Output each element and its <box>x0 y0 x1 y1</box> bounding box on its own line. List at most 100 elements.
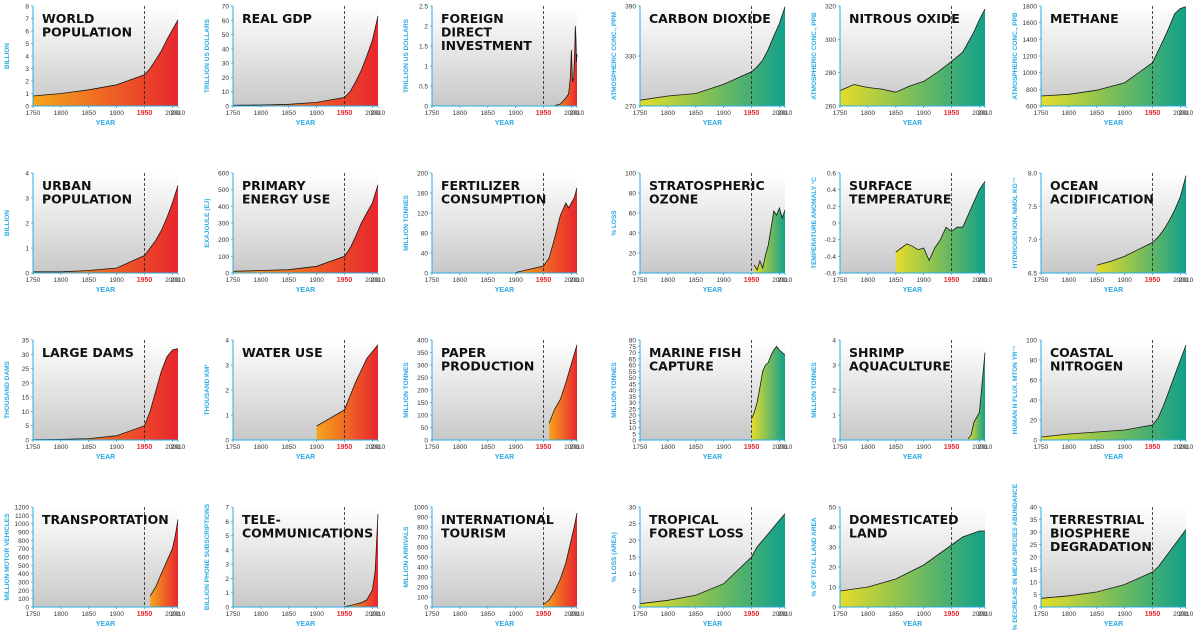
x-tick-label: 1850 <box>689 444 704 451</box>
x-tick-label-1950: 1950 <box>744 444 760 451</box>
series-area <box>316 344 378 440</box>
x-tick-label: 1900 <box>508 277 523 284</box>
y-tick-label: 20 <box>22 380 30 387</box>
x-tick-label-1950: 1950 <box>536 444 552 451</box>
chart-title-line: TELE- <box>242 512 281 527</box>
chart-title-line: NITROUS OXIDE <box>849 11 960 26</box>
chart-title: NITROUS OXIDE <box>849 11 960 26</box>
x-tick-label: 1800 <box>1062 110 1077 117</box>
y-tick-label: 0 <box>424 438 428 445</box>
x-tick-label: 1750 <box>833 110 848 117</box>
series-line <box>895 181 986 262</box>
y-tick-label: 280 <box>825 70 836 77</box>
x-tick-label: 2000 <box>1173 444 1188 451</box>
x-tick-label: 2010 <box>778 110 793 117</box>
x-tick-label: 1850 <box>481 611 496 618</box>
chart-title: PRIMARY ENERGY USE <box>242 178 330 207</box>
chart-panel-12: 6.5 7.0 7.5 8.0 1750 1800 1850 1900 1950 20002010… <box>1012 171 1194 295</box>
chart-title-line: STRATOSPHERIC <box>649 178 765 193</box>
y-tick-label: 4 <box>225 338 229 345</box>
x-tick-label: 2010 <box>1179 444 1194 451</box>
x-tick-label: 1850 <box>1090 611 1105 618</box>
x-tick-label: 2010 <box>1179 277 1194 284</box>
y-axis-label: % LOSS <box>611 210 618 236</box>
x-tick-label: 2000 <box>1173 277 1188 284</box>
y-tick-label: 1200 <box>15 505 30 512</box>
y-tick-label: 50 <box>222 32 230 39</box>
x-tick-label: 1750 <box>833 611 848 618</box>
y-tick-label: 100 <box>417 413 428 420</box>
chart-title: TRANSPORTATION <box>42 512 169 527</box>
x-tick-label: 1900 <box>309 444 324 451</box>
x-tick-label: 2010 <box>371 611 386 618</box>
y-tick-label: 30 <box>1030 530 1038 537</box>
y-tick-label: 330 <box>625 54 636 61</box>
x-tick-label: 1750 <box>226 444 241 451</box>
x-tick-label: 2000 <box>564 277 579 284</box>
y-tick-label: 0 <box>832 438 836 445</box>
y-tick-label: 5 <box>632 588 636 595</box>
y-tick-label: 1000 <box>414 505 429 512</box>
series-line <box>1040 344 1187 438</box>
chart-title: SHRIMP AQUACULTURE <box>849 345 951 374</box>
x-tick-label: 2010 <box>1179 611 1194 618</box>
y-tick-label: 15 <box>22 395 30 402</box>
y-axis-label: EXAJOULE (EJ) <box>204 198 211 247</box>
series-area <box>33 348 178 440</box>
x-tick-label: 2000 <box>772 110 787 117</box>
chart-title-line: CAPTURE <box>649 359 714 374</box>
x-tick-label: 1900 <box>716 444 731 451</box>
y-tick-label: 35 <box>629 394 637 401</box>
x-tick-label: 2000 <box>972 611 987 618</box>
chart-title-line: REAL GDP <box>242 11 312 26</box>
y-tick-label: 2 <box>225 388 229 395</box>
y-tick-label: 160 <box>417 191 428 198</box>
y-tick-label: 6 <box>25 29 29 36</box>
y-tick-label: 1 <box>25 246 29 253</box>
x-tick-label: 1800 <box>861 277 876 284</box>
y-tick-label: 0 <box>424 104 428 111</box>
y-tick-label: 3 <box>25 196 29 203</box>
x-tick-label: 1850 <box>82 611 97 618</box>
y-tick-label: 4 <box>832 338 836 345</box>
chart-title-line: TEMPERATURE <box>849 192 951 207</box>
y-tick-label: 1000 <box>1023 70 1038 77</box>
chart-title-line: SHRIMP <box>849 345 904 360</box>
series-area <box>150 519 178 607</box>
y-tick-label: 0 <box>25 438 29 445</box>
x-tick-label: 2010 <box>171 611 186 618</box>
x-tick-label: 1750 <box>226 277 241 284</box>
x-tick-label: 1900 <box>716 611 731 618</box>
chart-title-line: METHANE <box>1050 11 1119 26</box>
x-tick-label-1950: 1950 <box>137 444 153 451</box>
x-axis-label: YEAR <box>495 120 514 127</box>
chart-panel-10: 0 20 40 60 80 100 1750 1800 1850 1900 1950 20002010… <box>611 171 793 295</box>
chart-title-line: CARBON DIOXIDE <box>649 11 771 26</box>
y-tick-label: 5 <box>25 423 29 430</box>
y-tick-label: 55 <box>629 369 637 376</box>
y-tick-label: 25 <box>1030 542 1038 549</box>
chart-panel-3: 0 0.5 1 1.5 2 2.5 1750 1800 1850 1900 1950 20002010… <box>403 4 585 128</box>
x-tick-label: 2000 <box>564 611 579 618</box>
y-tick-label: 20 <box>629 413 637 420</box>
y-tick-label: 900 <box>18 530 29 537</box>
chart-title-line: PRIMARY <box>242 178 306 193</box>
y-tick-label: 0.4 <box>827 187 836 194</box>
chart-title-line: LARGE DAMS <box>42 345 134 360</box>
x-tick-label: 1750 <box>833 444 848 451</box>
x-tick-label: 2000 <box>972 110 987 117</box>
y-axis-label: % DECREASE IN MEAN SPECIES ABUNDANCE <box>1012 483 1019 630</box>
series-line <box>543 512 578 605</box>
x-tick-label: 1750 <box>633 110 648 117</box>
x-axis-label: YEAR <box>1104 287 1123 294</box>
x-tick-label: 1850 <box>282 611 297 618</box>
y-tick-label: 4 <box>25 54 29 61</box>
x-axis-label: YEAR <box>296 120 315 127</box>
x-tick-label: 2000 <box>165 110 180 117</box>
chart-title-line: POPULATION <box>42 192 132 207</box>
chart-title-line: DOMESTICATED <box>849 512 958 527</box>
x-tick-label: 1900 <box>916 277 931 284</box>
